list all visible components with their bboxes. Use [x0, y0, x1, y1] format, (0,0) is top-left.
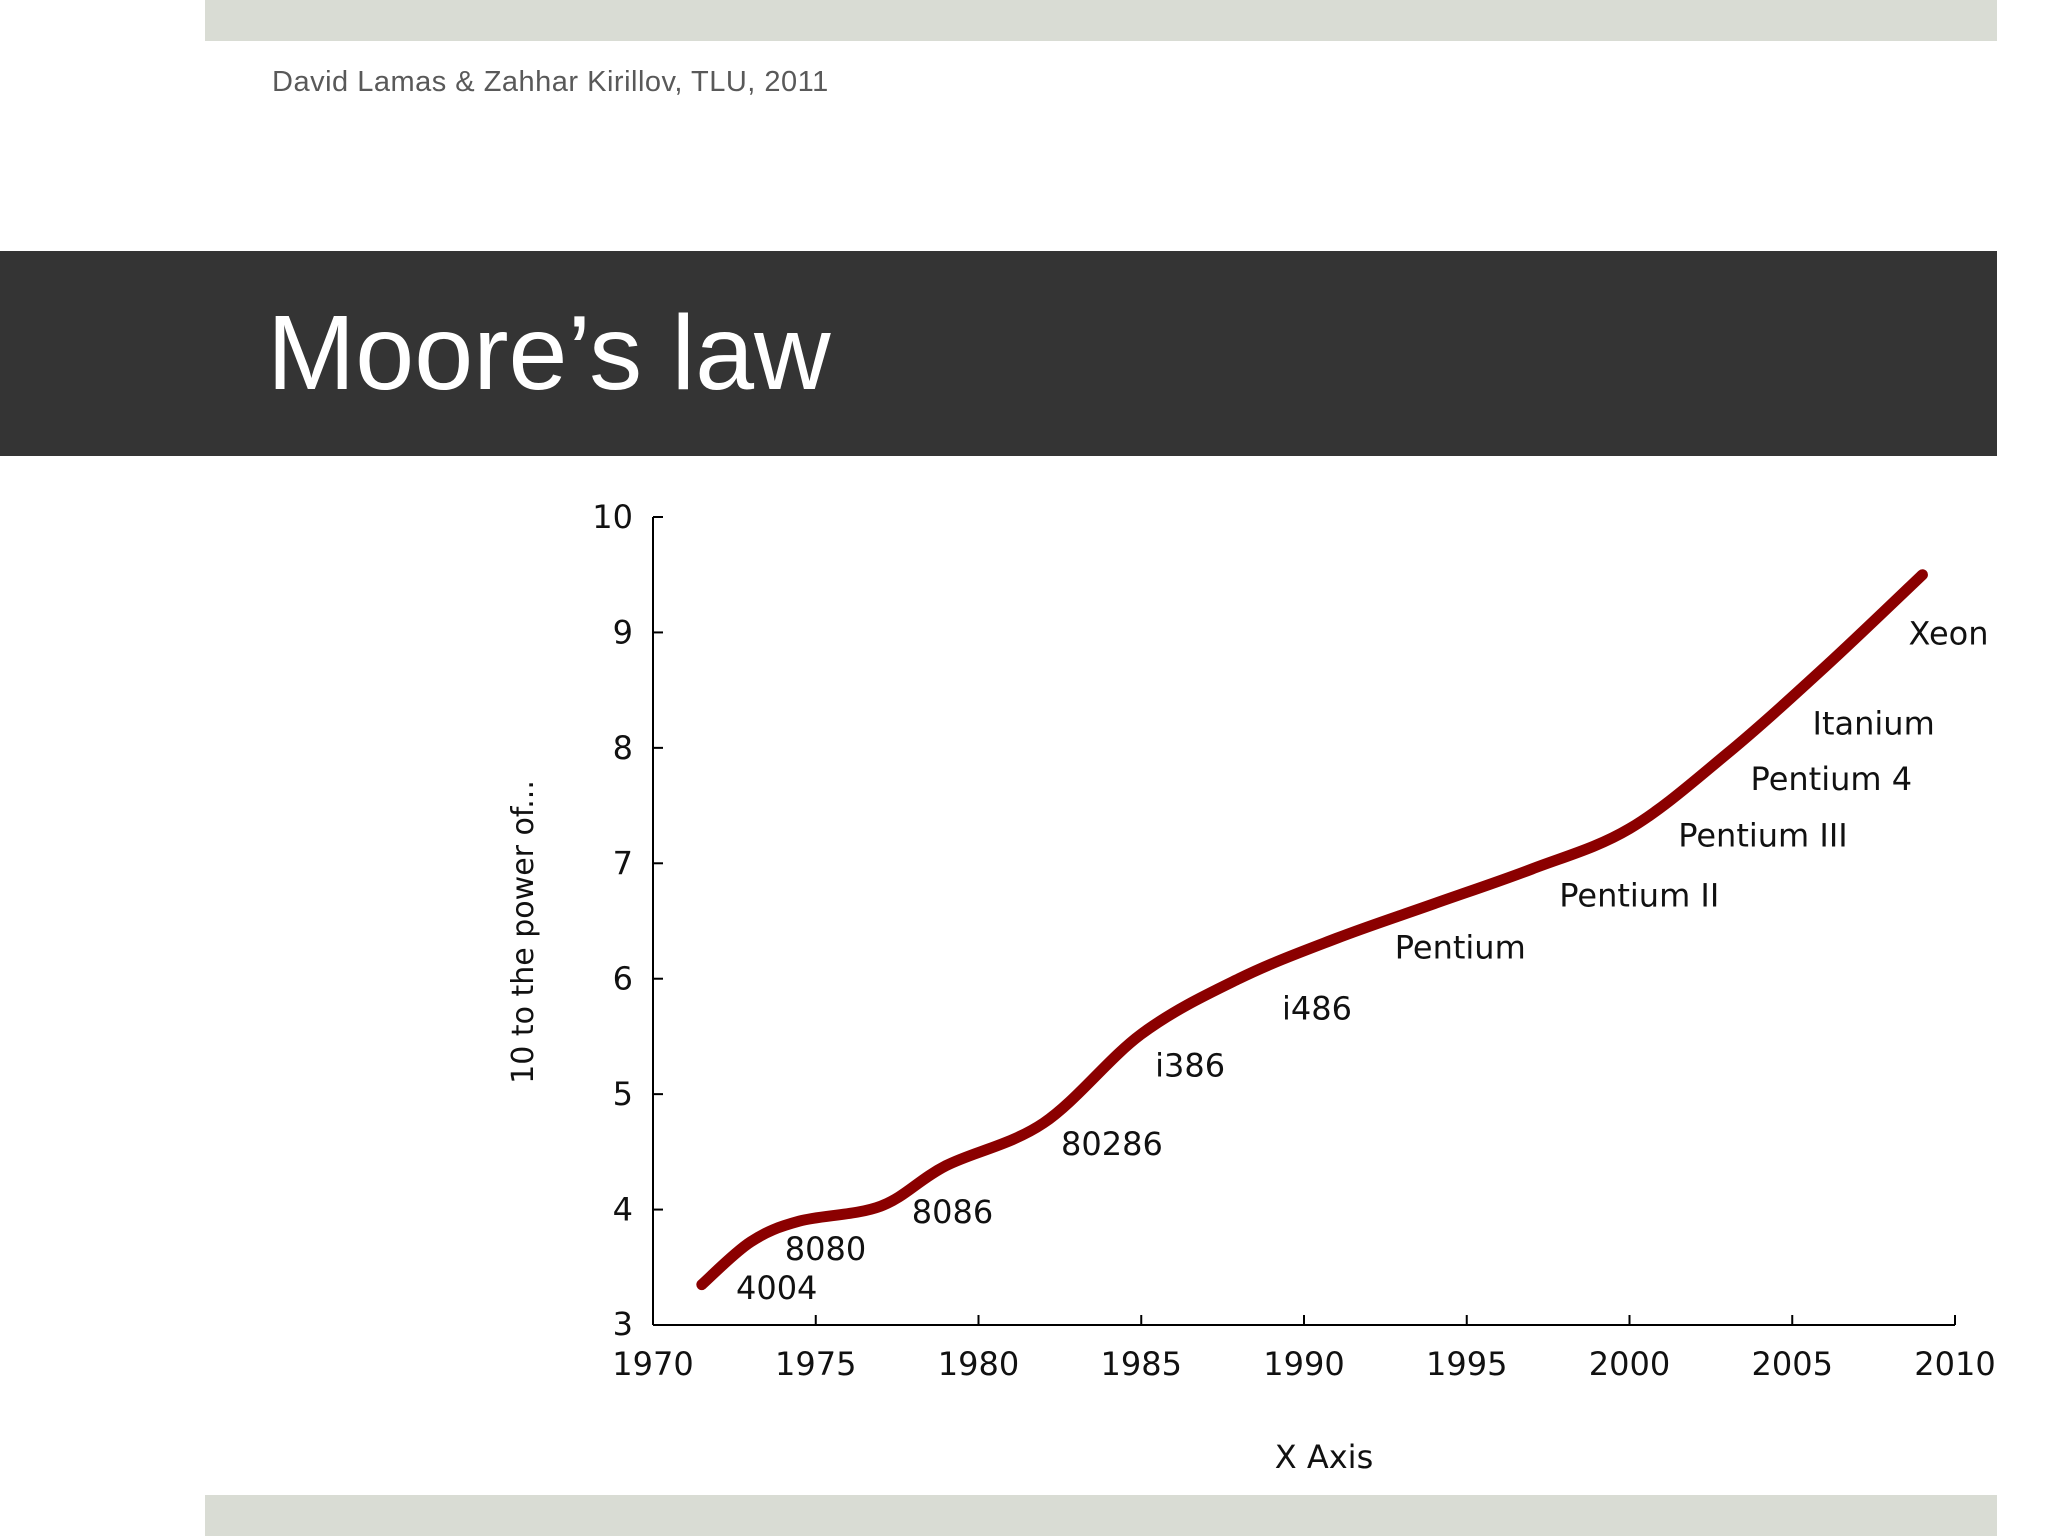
processor-label: i386 [1155, 1046, 1225, 1084]
y-tick-label: 8 [613, 729, 633, 767]
top-accent-bar [205, 0, 1997, 41]
y-tick-label: 4 [613, 1191, 633, 1229]
processor-label: Itanium [1813, 705, 1935, 743]
x-tick-label: 2005 [1752, 1345, 1833, 1383]
y-tick-label: 10 [592, 498, 633, 536]
processor-label: 80286 [1061, 1125, 1163, 1163]
processor-label: Pentium [1395, 929, 1526, 967]
x-tick-label: 1975 [775, 1345, 856, 1383]
author-credit: David Lamas & Zahhar Kirillov, TLU, 2011 [272, 66, 829, 98]
x-tick-label: 1995 [1426, 1345, 1507, 1383]
processor-label: Xeon [1908, 615, 1988, 653]
y-tick-label: 7 [613, 844, 633, 882]
y-tick-label: 6 [613, 960, 633, 998]
processor-label: 4004 [736, 1269, 817, 1307]
processor-label: 8086 [912, 1193, 993, 1231]
y-ticks: 3 4 5 6 7 8 9 10 [592, 498, 663, 1343]
processor-label: Pentium III [1678, 817, 1848, 855]
x-tick-label: 1985 [1101, 1345, 1182, 1383]
x-tick-label: 2010 [1914, 1345, 1995, 1383]
processor-label: 8080 [785, 1230, 866, 1268]
x-tick-label: 1970 [612, 1345, 693, 1383]
x-tick-label: 1990 [1263, 1345, 1344, 1383]
y-tick-label: 3 [613, 1305, 633, 1343]
chart-axes [652, 517, 1955, 1326]
transistor-count-curve [696, 569, 1928, 1291]
x-tick-label: 1980 [938, 1345, 1019, 1383]
x-axis-label: X Axis [1275, 1438, 1373, 1476]
processor-label: i486 [1282, 990, 1352, 1028]
y-tick-label: 9 [613, 613, 633, 651]
x-ticks: 1970 1975 1980 1985 1990 1995 2000 2005 2010 [612, 1315, 1996, 1383]
x-tick-label: 2000 [1589, 1345, 1670, 1383]
processor-label: Pentium II [1559, 877, 1719, 915]
processor-label: Pentium 4 [1751, 760, 1913, 798]
y-axis-label: 10 to the power of... [506, 780, 541, 1084]
title-band [0, 251, 1997, 456]
y-tick-label: 5 [613, 1075, 633, 1113]
bottom-accent-bar [205, 1495, 1997, 1536]
slide-title: Moore’s law [267, 294, 831, 412]
